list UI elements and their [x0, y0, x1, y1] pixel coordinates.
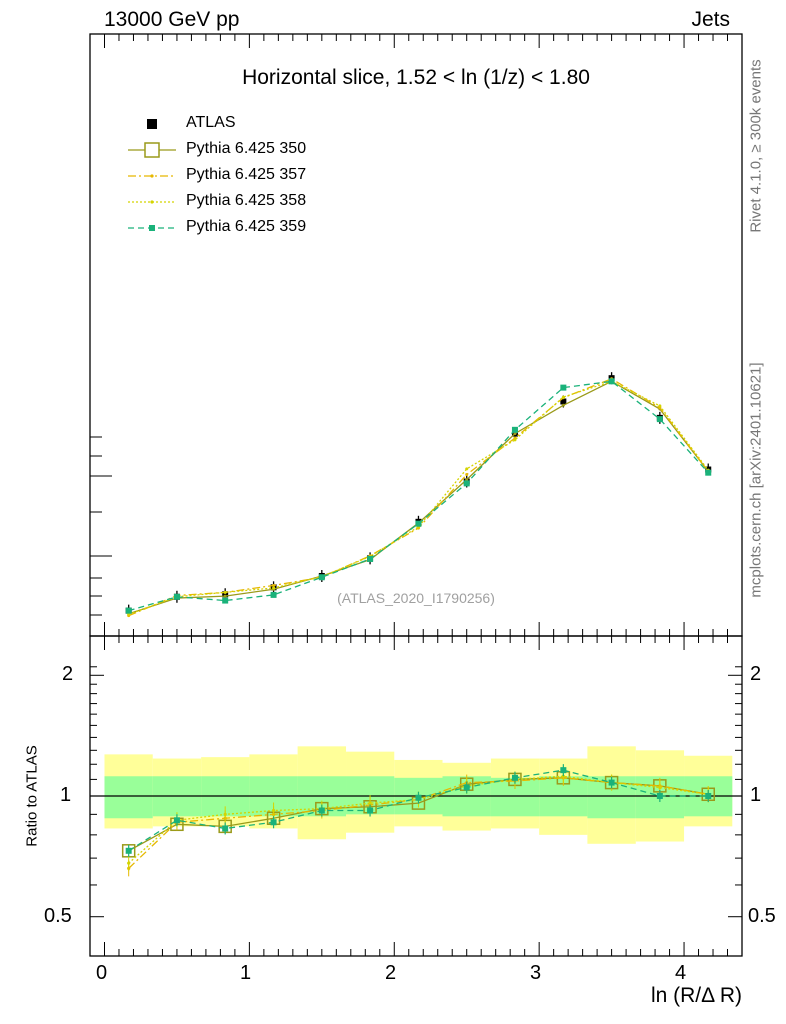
series-point-359 — [656, 416, 663, 423]
legend-label-pythia-350: Pythia 6.425 350 — [186, 140, 307, 157]
ratio-point-359 — [415, 794, 422, 801]
series-point-359 — [125, 607, 132, 614]
legend-label-pythia-358: Pythia 6.425 358 — [186, 192, 307, 209]
header-left: 13000 GeV pp — [104, 8, 240, 31]
ratio-inner-band — [104, 776, 153, 819]
series-point — [465, 478, 469, 482]
ratio-point-359 — [511, 774, 518, 781]
ratio-point-359 — [463, 784, 470, 791]
legend-label-pythia-359: Pythia 6.425 359 — [186, 218, 307, 235]
ratio-y-tick-label-right: 0.5 — [748, 905, 776, 927]
ratio-point-359 — [125, 847, 132, 854]
ratio-point-359 — [656, 793, 663, 799]
ratio-point-359 — [222, 825, 229, 832]
series-point — [658, 404, 662, 408]
ratio-point — [561, 774, 565, 778]
legend-label-pythia-357: Pythia 6.425 357 — [186, 166, 307, 183]
ratio-y-tick-label-left: 1 — [60, 784, 72, 806]
series-point — [223, 590, 227, 594]
series-point-359 — [222, 597, 229, 604]
series-point — [272, 586, 276, 590]
series-point-359 — [415, 520, 422, 527]
ratio-y-axis-label: Ratio to ATLAS — [23, 745, 41, 847]
main-panel — [89, 33, 743, 956]
chart-title: Horizontal slice, 1.52 < ln (1/z) < 1.80 — [242, 66, 590, 89]
series-line-3 — [128, 380, 709, 616]
ratio-point-359 — [608, 779, 615, 786]
x-tick-label: 2 — [385, 962, 397, 984]
series-line-4 — [128, 380, 709, 612]
series-point-359 — [560, 384, 567, 391]
ratio-point-359 — [318, 807, 325, 814]
series-line-2 — [128, 378, 709, 617]
x-tick-label: 4 — [675, 962, 687, 984]
ratio-point — [271, 808, 276, 813]
x-tick-label: 0 — [96, 962, 108, 984]
series-point — [127, 612, 131, 616]
series-point-359 — [705, 469, 712, 476]
legend-label-atlas: ATLAS — [186, 114, 236, 131]
series-point-359 — [511, 426, 518, 433]
ratio-point-359 — [705, 793, 712, 799]
ratio-point-359 — [367, 807, 374, 814]
series-point — [272, 583, 276, 587]
ratio-point — [127, 861, 131, 865]
series-line-1 — [128, 380, 709, 615]
series-point — [223, 594, 227, 598]
ratio-y-tick-label-left: 2 — [62, 663, 74, 685]
series-point-359 — [367, 555, 374, 562]
legend-marker — [150, 200, 154, 204]
series-point — [561, 403, 565, 407]
ratio-panel — [89, 635, 743, 957]
series-point — [513, 432, 517, 436]
ratio-point — [368, 801, 372, 805]
series-point-359 — [173, 593, 180, 600]
series-point — [513, 438, 517, 442]
ratio-y-tick-label-right: 2 — [750, 663, 762, 685]
ratio-y-tick-label-right: 1 — [750, 784, 762, 806]
series-point — [465, 473, 469, 477]
series-point-359 — [608, 378, 615, 385]
legend-marker-350 — [144, 142, 160, 158]
legend-marker-atlas — [147, 119, 157, 129]
atlas-data-point — [560, 398, 567, 405]
x-tick-label: 1 — [240, 962, 252, 984]
series-point-359 — [463, 480, 470, 487]
ratio-y-tick-label-left: 0.5 — [44, 905, 72, 927]
series-point-359 — [270, 591, 277, 598]
x-axis-label: ln (R/Δ R) — [650, 984, 742, 1007]
ratio-point — [223, 812, 227, 816]
ratio-point — [658, 785, 662, 790]
legend-marker — [150, 174, 154, 178]
ratio-point-359 — [560, 767, 567, 774]
atlas-data-point — [222, 591, 229, 598]
mcplots-reference-label: mcplots.cern.ch [arXiv:2401.10621] — [747, 362, 765, 598]
x-tick-label: 3 — [530, 962, 542, 984]
series-point-359 — [318, 574, 325, 581]
ratio-point-359 — [270, 819, 277, 826]
ratio-point-359 — [173, 817, 180, 824]
series-point — [465, 467, 469, 471]
header-right: Jets — [691, 8, 730, 31]
series-point — [561, 395, 565, 399]
analysis-watermark: (ATLAS_2020_I1790256) — [337, 590, 495, 606]
rivet-version-label: Rivet 4.1.0, ≥ 300k events — [747, 59, 765, 233]
legend-marker-359 — [149, 225, 155, 231]
